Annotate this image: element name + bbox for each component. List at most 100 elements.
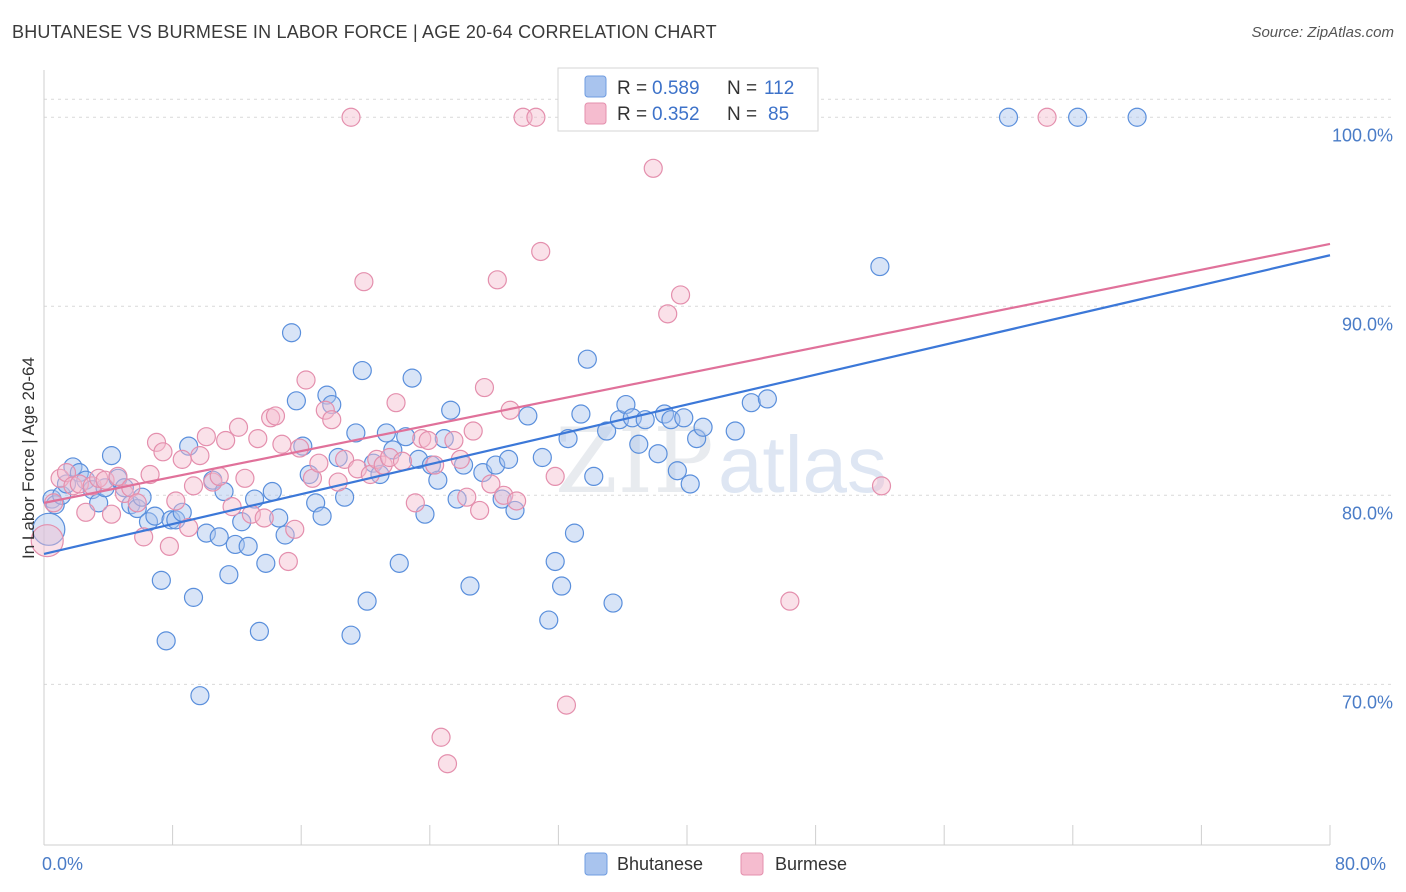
bhutanese-point bbox=[232, 512, 252, 532]
bhutanese-point bbox=[402, 368, 422, 388]
burmese-point bbox=[166, 491, 186, 511]
bhutanese-point bbox=[317, 385, 337, 405]
bhutanese-point bbox=[577, 349, 597, 369]
burmese-point bbox=[248, 428, 268, 449]
y-axis-title: In Labor Force | Age 20-64 bbox=[19, 357, 38, 559]
bhutanese-point bbox=[687, 428, 707, 449]
bhutanese-point bbox=[667, 461, 687, 481]
legend-n-label-1: N = bbox=[727, 78, 757, 99]
burmese-point bbox=[531, 241, 551, 262]
burmese-point bbox=[285, 519, 305, 539]
burmese-point bbox=[315, 400, 335, 420]
legend-swatch-burmese bbox=[584, 102, 607, 125]
bhutanese-point bbox=[447, 489, 467, 509]
bottom-legend-label-bhutanese: Bhutanese bbox=[617, 854, 703, 874]
burmese-point bbox=[335, 449, 355, 469]
burmese-point bbox=[380, 447, 400, 468]
bhutanese-point bbox=[151, 570, 171, 590]
burmese-point bbox=[545, 466, 565, 487]
bhutanese-point bbox=[209, 527, 229, 547]
burmese-point bbox=[658, 304, 678, 324]
burmese-point bbox=[196, 427, 216, 447]
burmese-point bbox=[108, 466, 128, 487]
bottom-legend-swatch-bhutanese bbox=[584, 852, 608, 876]
legend-n-value-2: 85 bbox=[768, 104, 789, 125]
burmese-point bbox=[1037, 107, 1057, 127]
burmese-point bbox=[254, 508, 274, 528]
bhutanese-point bbox=[518, 406, 538, 426]
bhutanese-point bbox=[214, 481, 234, 502]
burmese-point bbox=[487, 270, 507, 290]
bhutanese-point bbox=[545, 551, 565, 572]
bhutanese-point bbox=[539, 610, 559, 630]
burmese-point bbox=[328, 472, 348, 492]
burmese-point bbox=[322, 410, 342, 430]
burmese-point bbox=[341, 107, 361, 127]
bhutanese-point bbox=[249, 621, 270, 642]
bhutanese-point bbox=[674, 408, 694, 428]
burmese-point bbox=[526, 107, 546, 127]
burmese-point bbox=[431, 727, 451, 747]
burmese-point bbox=[474, 377, 495, 398]
burmese-point bbox=[871, 476, 892, 496]
burmese-point bbox=[159, 536, 179, 556]
bhutanese-point bbox=[680, 474, 700, 494]
bhutanese-point bbox=[584, 466, 604, 487]
bhutanese-point bbox=[597, 421, 617, 441]
burmese-point bbox=[670, 285, 691, 305]
burmese-point bbox=[179, 517, 199, 538]
bhutanese-point bbox=[127, 498, 147, 519]
burmese-point bbox=[643, 158, 663, 178]
legend-r-label-1: R = bbox=[617, 78, 647, 99]
y-tick-label: 70.0% bbox=[1342, 692, 1393, 712]
burmese-point bbox=[780, 591, 800, 611]
burmese-point bbox=[556, 695, 577, 715]
burmese-point bbox=[470, 500, 490, 521]
bhutanese-point bbox=[389, 553, 409, 573]
bhutanese-point bbox=[183, 587, 204, 607]
legend-n-label-2: N = bbox=[727, 104, 757, 125]
burmese-point bbox=[444, 430, 464, 451]
bhutanese-point bbox=[998, 107, 1019, 127]
source-credit: Source: ZipAtlas.com bbox=[1251, 24, 1394, 41]
bhutanese-point bbox=[275, 525, 295, 545]
bottom-legend-swatch-burmese bbox=[740, 852, 764, 876]
burmese-point bbox=[386, 393, 406, 413]
bhutanese-point bbox=[757, 389, 777, 409]
burmese-point bbox=[481, 474, 501, 494]
legend-r-value-1: 0.589 bbox=[652, 78, 700, 99]
bottom-legend-label-burmese: Burmese bbox=[775, 854, 847, 874]
burmese-point bbox=[140, 464, 160, 485]
bhutanese-point bbox=[156, 631, 176, 651]
burmese-point bbox=[437, 754, 458, 774]
burmese-point bbox=[101, 504, 122, 524]
legend-r-label-2: R = bbox=[617, 104, 647, 125]
legend-n-value-1: 112 bbox=[764, 78, 794, 99]
bhutanese-point bbox=[434, 428, 454, 449]
burmese-points bbox=[30, 107, 1057, 774]
burmese-point bbox=[228, 417, 249, 437]
bhutanese-point bbox=[256, 553, 276, 573]
burmese-point bbox=[76, 502, 96, 522]
watermark-atlas: atlas bbox=[718, 420, 887, 509]
bhutanese-point bbox=[441, 400, 461, 420]
burmese-point bbox=[309, 453, 329, 473]
bhutanese-point bbox=[741, 393, 761, 413]
bhutanese-point bbox=[196, 523, 216, 543]
burmese-point bbox=[95, 470, 115, 490]
burmese-point bbox=[146, 432, 167, 452]
burmese-point bbox=[183, 476, 204, 496]
burmese-point bbox=[127, 493, 147, 513]
bhutanese-point bbox=[498, 449, 519, 469]
bhutanese-point bbox=[725, 421, 745, 441]
burmese-point bbox=[235, 468, 255, 488]
burmese-point bbox=[457, 487, 477, 507]
bhutanese-point bbox=[648, 444, 668, 464]
burmese-point bbox=[153, 442, 173, 462]
x-ticks bbox=[43, 825, 1331, 845]
burmese-point bbox=[392, 451, 413, 471]
burmese-point bbox=[463, 421, 483, 441]
trend-lines bbox=[43, 242, 1331, 555]
bhutanese-point bbox=[238, 536, 258, 556]
bhutanese-point bbox=[870, 256, 890, 277]
